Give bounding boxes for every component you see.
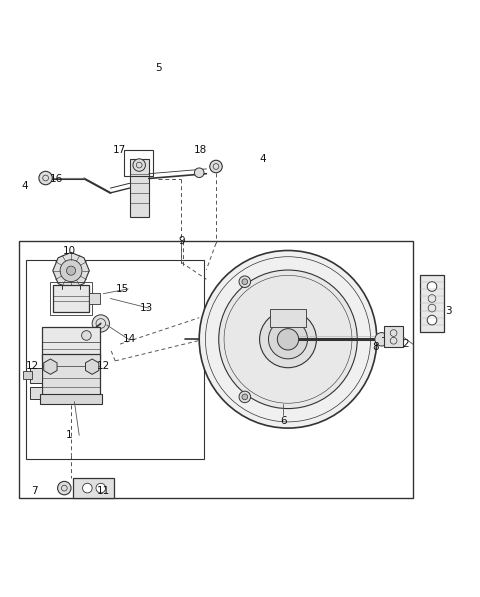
Circle shape xyxy=(219,270,357,408)
Circle shape xyxy=(96,484,106,493)
Circle shape xyxy=(92,315,109,332)
Bar xyxy=(73,478,114,498)
Circle shape xyxy=(194,168,204,177)
Bar xyxy=(270,309,306,327)
Polygon shape xyxy=(53,253,89,289)
Bar xyxy=(53,285,89,312)
Circle shape xyxy=(133,159,145,171)
Bar xyxy=(420,275,444,332)
Bar xyxy=(40,393,102,404)
Text: 3: 3 xyxy=(445,306,452,315)
Bar xyxy=(50,282,92,315)
Circle shape xyxy=(82,331,91,340)
Text: 18: 18 xyxy=(194,144,207,155)
Circle shape xyxy=(375,333,388,346)
Circle shape xyxy=(39,171,52,184)
Circle shape xyxy=(210,160,222,173)
Circle shape xyxy=(260,311,316,368)
Circle shape xyxy=(199,251,377,428)
Bar xyxy=(130,159,149,217)
Circle shape xyxy=(242,279,248,285)
Circle shape xyxy=(427,282,437,291)
Text: 16: 16 xyxy=(50,174,63,183)
Circle shape xyxy=(242,394,248,400)
Circle shape xyxy=(427,315,437,325)
Bar xyxy=(42,353,100,395)
Text: 8: 8 xyxy=(372,341,379,352)
Text: 11: 11 xyxy=(96,485,110,496)
Bar xyxy=(23,371,32,379)
Circle shape xyxy=(66,266,75,275)
Text: 10: 10 xyxy=(63,247,76,257)
Text: 15: 15 xyxy=(116,284,129,294)
Circle shape xyxy=(277,328,299,350)
Circle shape xyxy=(58,481,71,495)
Polygon shape xyxy=(85,359,99,374)
Bar xyxy=(42,327,100,359)
Bar xyxy=(124,150,153,176)
Circle shape xyxy=(60,260,82,282)
Bar xyxy=(89,293,100,304)
Text: 2: 2 xyxy=(402,339,409,349)
Text: 6: 6 xyxy=(280,416,287,426)
Circle shape xyxy=(239,391,251,402)
Bar xyxy=(26,260,204,459)
Bar xyxy=(30,368,42,383)
Text: 4: 4 xyxy=(260,154,266,164)
Text: 14: 14 xyxy=(123,334,136,344)
Text: 5: 5 xyxy=(155,63,162,73)
Text: 17: 17 xyxy=(112,144,126,155)
Bar xyxy=(384,327,403,347)
Text: 12: 12 xyxy=(26,361,39,371)
Circle shape xyxy=(268,320,308,359)
Text: 12: 12 xyxy=(96,361,110,371)
Text: 1: 1 xyxy=(66,430,73,441)
Bar xyxy=(19,241,413,498)
Text: 13: 13 xyxy=(140,303,153,313)
Text: 4: 4 xyxy=(22,181,28,190)
Text: 9: 9 xyxy=(178,236,185,246)
Bar xyxy=(30,387,42,399)
Polygon shape xyxy=(44,359,57,374)
Circle shape xyxy=(239,276,251,288)
Text: 7: 7 xyxy=(31,485,38,496)
Circle shape xyxy=(83,484,92,493)
